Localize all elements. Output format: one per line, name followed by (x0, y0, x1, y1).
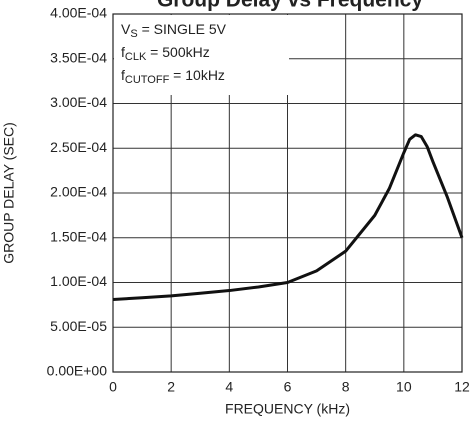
y-tick-label: 2.00E-04 (50, 184, 107, 200)
annotation-main: V (121, 21, 131, 37)
y-axis-label: GROUP DELAY (SEC) (1, 122, 17, 264)
x-tick-label: 2 (167, 379, 175, 395)
y-tick-label: 0.00E+00 (47, 363, 108, 379)
annotation-main: f (121, 44, 125, 60)
x-tick-label: 10 (396, 379, 412, 395)
y-tick-label: 2.50E-04 (50, 139, 107, 155)
x-tick-label: 4 (225, 379, 233, 395)
line (112, 133, 464, 302)
x-tick-label: 8 (342, 379, 350, 395)
annotation-box (114, 15, 289, 95)
x-tick-label: 12 (454, 379, 470, 395)
y-tick-label: 1.50E-04 (50, 228, 107, 244)
y-tick-label: 1.00E-04 (50, 273, 107, 289)
x-tick-label: 6 (284, 379, 292, 395)
plot-frame (112, 13, 463, 373)
annotation-rest: = 500kHz (146, 44, 209, 60)
annotation: VS = SINGLE 5V (121, 21, 227, 40)
x-axis-label: FREQUENCY (kHz) (225, 401, 350, 417)
y-tick-label: 4.00E-04 (50, 5, 107, 21)
annotation-main: f (121, 67, 125, 83)
annotation-sub: S (130, 28, 137, 40)
annotation-sub: CUTOFF (125, 74, 170, 86)
x-tick-label: 0 (109, 379, 117, 395)
y-tick-label: 3.00E-04 (50, 94, 107, 110)
annotation: fCUTOFF = 10kHz (121, 67, 225, 86)
chart-title: Group Delay vs Frequency (157, 0, 423, 12)
annotation-sub: CLK (125, 51, 147, 63)
y-tick-label: 3.50E-04 (50, 49, 107, 65)
annotation-rest: = 10kHz (169, 67, 225, 83)
annotation-rest: = SINGLE 5V (138, 21, 227, 37)
y-tick-label: 5.00E-05 (50, 318, 107, 334)
annotation: fCLK = 500kHz (121, 44, 210, 63)
